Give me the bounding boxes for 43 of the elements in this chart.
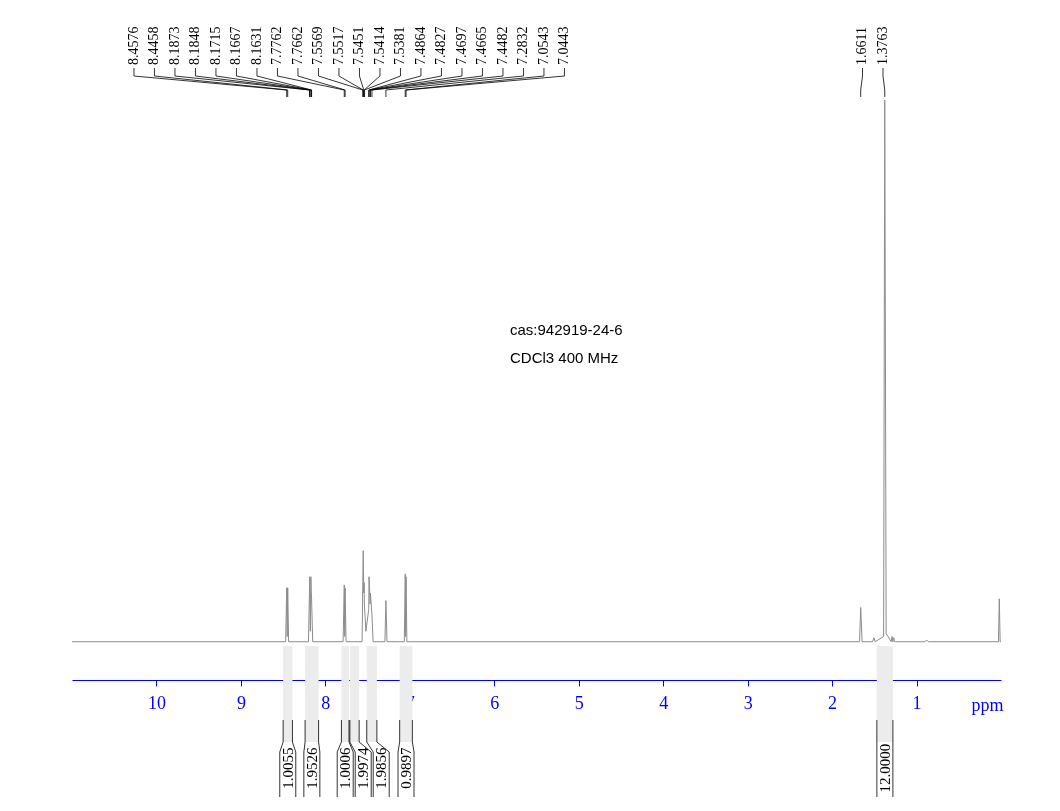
- annotation: 7.5451: [351, 26, 367, 65]
- band-label: 1.9856: [373, 746, 390, 789]
- annotation: 8.4458: [146, 26, 162, 65]
- annotation: 7.7662: [289, 26, 305, 65]
- x-tick-label: 9: [236, 692, 246, 713]
- annotation: 8.4576: [125, 26, 141, 65]
- annotation: 8.1873: [166, 26, 182, 65]
- x-tick-label: 3: [743, 692, 753, 713]
- annotation: 7.5381: [392, 26, 408, 65]
- annotation: 7.0543: [535, 26, 551, 65]
- annotation: 8.1667: [228, 26, 244, 65]
- x-tick-label: 10: [147, 692, 166, 713]
- band-label: 12.0000: [876, 743, 893, 793]
- band-label: 1.9526: [303, 746, 320, 789]
- x-tick-label: 8: [321, 692, 331, 713]
- band-label: 1.0055: [279, 747, 296, 789]
- annotation: 7.7762: [269, 26, 285, 65]
- x-tick-label: 5: [574, 692, 584, 713]
- annotation: 7.4697: [453, 26, 469, 65]
- annotation: 8.1631: [248, 26, 264, 65]
- annotation: cas:942919-24-6: [510, 321, 623, 338]
- annotation: 1.6611: [854, 27, 870, 65]
- x-tick-label: 4: [659, 692, 669, 713]
- annotation: 7.4864: [412, 26, 428, 65]
- band-label: 0.9897: [398, 746, 415, 789]
- x-tick-label: 1: [912, 692, 922, 713]
- x-tick-label: 6: [490, 692, 500, 713]
- annotation: CDCl3 400 MHz: [510, 349, 619, 366]
- annotation: 7.2832: [515, 26, 531, 65]
- x-axis-title: ppm: [971, 694, 1004, 715]
- annotation: 7.4665: [474, 26, 490, 65]
- annotation: 7.5414: [371, 26, 387, 65]
- annotation: 8.1848: [187, 26, 203, 65]
- annotation: 7.4482: [494, 26, 510, 65]
- annotation: 7.4827: [433, 26, 449, 65]
- annotation: 1.3763: [874, 26, 890, 65]
- annotation: 7.5569: [310, 26, 326, 65]
- band-label: 1.9974: [355, 746, 372, 789]
- x-tick-label: 2: [828, 692, 838, 713]
- annotation: 7.5517: [330, 26, 346, 65]
- annotation: 7.0443: [556, 26, 572, 65]
- annotation: 8.1715: [207, 26, 223, 65]
- band-label: 1.0006: [337, 746, 354, 789]
